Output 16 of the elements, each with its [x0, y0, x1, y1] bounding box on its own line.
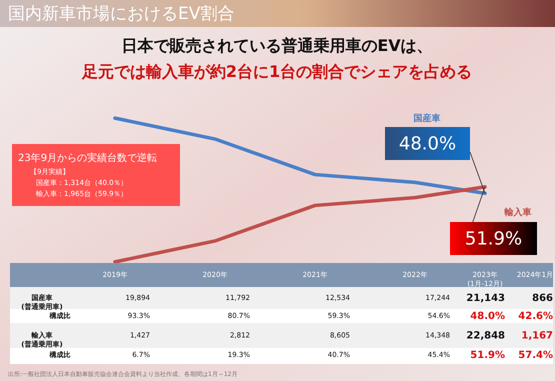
annotation: 23年9月からの実績台数で逆転 [18, 152, 158, 164]
chart-title: 国内新車市場におけるEV割合 [8, 4, 234, 24]
text: 1,167 [521, 330, 554, 342]
text: 22,848 [466, 330, 506, 342]
text: 866 [532, 293, 554, 304]
text: 国産車 [414, 113, 440, 124]
data-label: 51.9% [470, 350, 505, 361]
annotation: 51.9% [464, 228, 522, 250]
data-label: 48.0% [470, 311, 505, 322]
chart-subtitle: 日本で販売されている普通乗用車のEVは、 [121, 36, 433, 55]
text: 輸入車 [504, 207, 532, 218]
text: 足元では輸入車が約2台に1台の割合でシェアを占める [80, 62, 472, 81]
text: 42.6% [518, 311, 553, 322]
text: 21,143 [466, 293, 506, 304]
text: 57.4% [518, 350, 553, 361]
annotation: 48.0% [398, 134, 456, 154]
